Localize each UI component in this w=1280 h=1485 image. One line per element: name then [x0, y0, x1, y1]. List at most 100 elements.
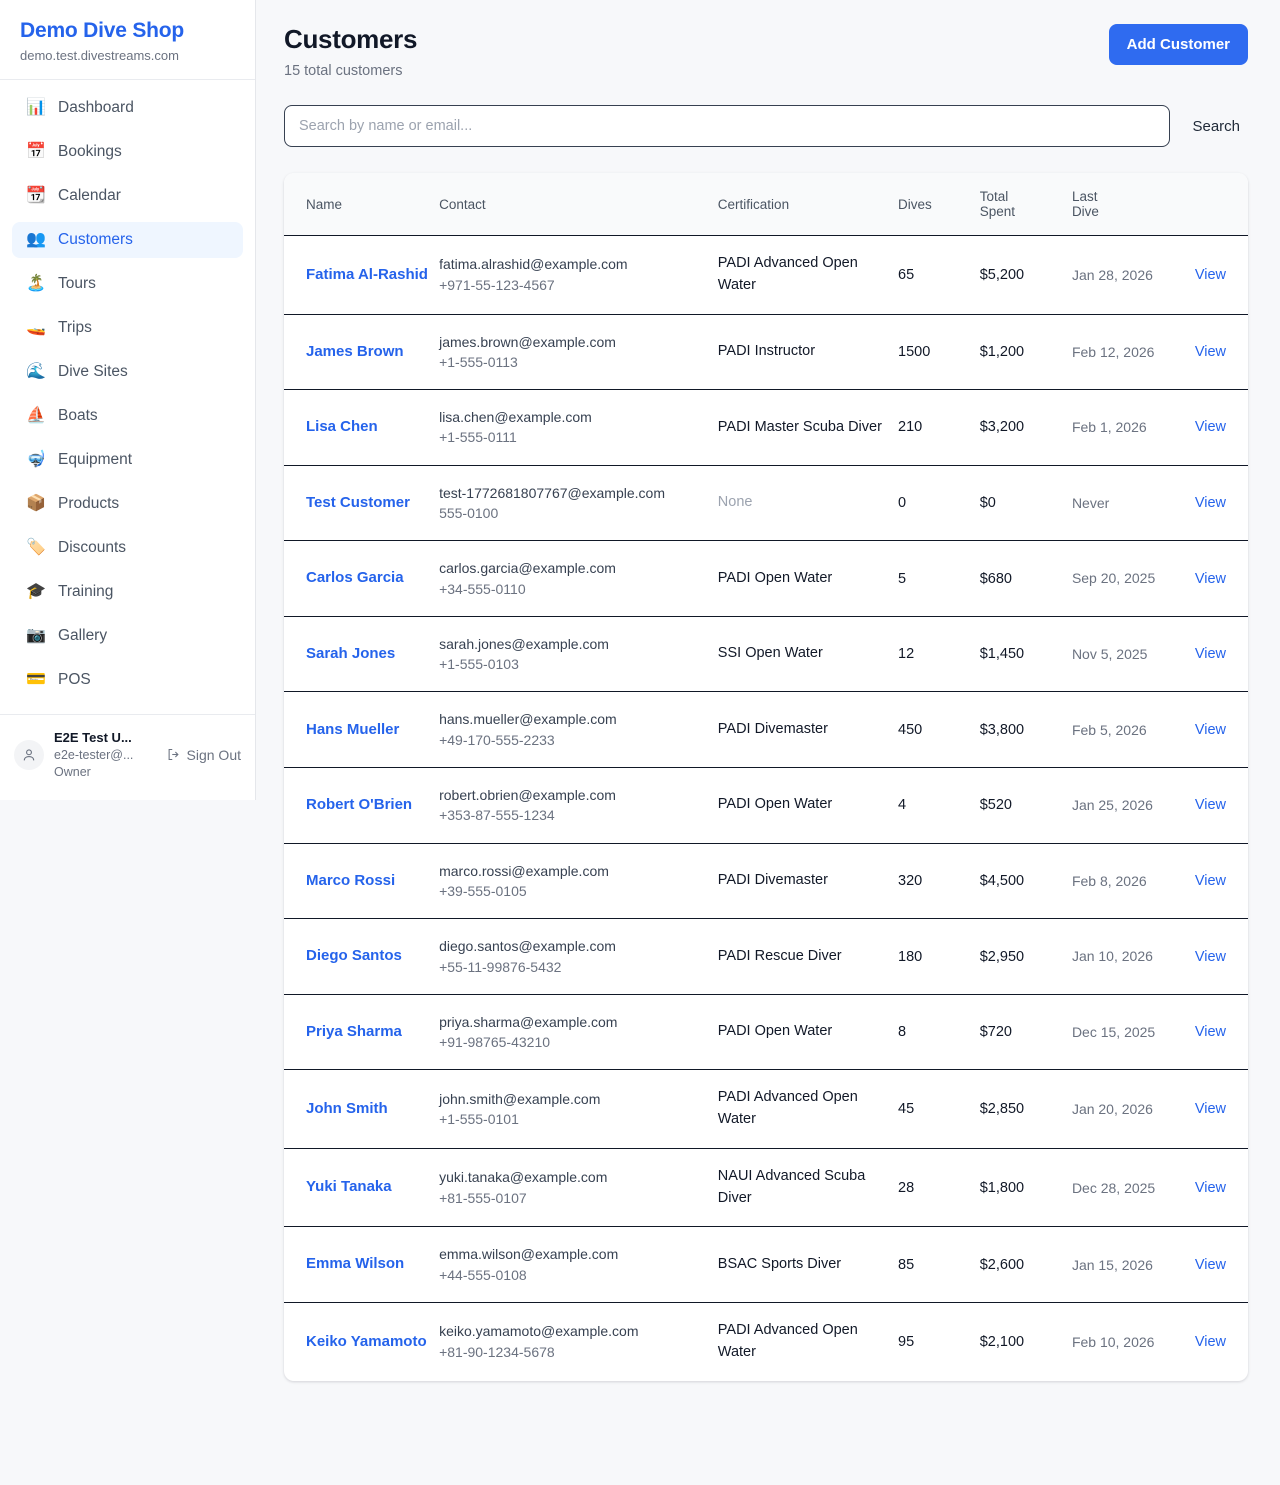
- view-link[interactable]: View: [1194, 797, 1226, 814]
- add-customer-button[interactable]: Add Customer: [1108, 24, 1248, 65]
- view-link[interactable]: View: [1194, 570, 1226, 587]
- customer-phone: +39-555-0105: [439, 882, 527, 899]
- customer-name-link[interactable]: Carlos Garcia: [306, 569, 404, 587]
- user-role: Owner: [54, 764, 91, 779]
- table-row: Keiko Yamamoto keiko.yamamoto@example.com…: [284, 1303, 1248, 1381]
- customer-name-link[interactable]: Yuki Tanaka: [306, 1178, 392, 1196]
- view-link[interactable]: View: [1194, 266, 1226, 283]
- brand-block: Demo Dive Shop demo.test.divestreams.com: [0, 0, 255, 81]
- table-body: Fatima Al-Rashid fatima.alrashid@example.…: [284, 235, 1248, 1381]
- view-link[interactable]: View: [1194, 419, 1226, 436]
- customer-name-link[interactable]: Test Customer: [306, 493, 410, 511]
- column-header-dives: Dives: [898, 173, 980, 236]
- customer-name-link[interactable]: Priya Sharma: [306, 1022, 402, 1040]
- customer-name-link[interactable]: Sarah Jones: [306, 644, 396, 662]
- view-link[interactable]: View: [1194, 721, 1226, 738]
- wave-icon: 🌊: [26, 363, 46, 381]
- sidebar-item-equipment[interactable]: 🤿 Equipment: [12, 442, 243, 478]
- sidebar-item-label: Trips: [58, 319, 92, 337]
- view-link[interactable]: View: [1194, 1101, 1226, 1118]
- sidebar-item-trips[interactable]: 🚤 Trips: [12, 310, 243, 346]
- cell-actions: View: [1168, 465, 1248, 542]
- table-row: Yuki Tanaka yuki.tanaka@example.com +81-55…: [284, 1148, 1248, 1228]
- cell-actions: View: [1168, 235, 1248, 315]
- customer-name-link[interactable]: Robert O'Brien: [306, 796, 413, 814]
- sidebar-item-label: Bookings: [58, 143, 122, 161]
- certification-value: PADI Master Scuba Diver: [717, 418, 882, 435]
- customer-email: yuki.tanaka@example.com: [439, 1169, 608, 1186]
- sidebar-item-dashboard[interactable]: 📊 Dashboard: [12, 90, 243, 126]
- customer-name-link[interactable]: James Brown: [306, 342, 404, 360]
- sidebar-item-pos[interactable]: 💳 POS: [12, 662, 243, 698]
- customer-name-link[interactable]: Hans Mueller: [306, 720, 400, 738]
- customer-phone: +81-555-0107: [439, 1189, 527, 1206]
- table-row: John Smith john.smith@example.com +1-555-0…: [284, 1069, 1248, 1149]
- speedboat-icon: 🚤: [26, 319, 46, 337]
- customer-email: carlos.garcia@example.com: [439, 560, 616, 577]
- sidebar-item-products[interactable]: 📦 Products: [12, 486, 243, 522]
- sidebar-item-calendar[interactable]: 📆 Calendar: [12, 178, 243, 214]
- search-input[interactable]: [284, 105, 1171, 147]
- cell-total-spent: $680: [979, 540, 1072, 617]
- sign-out-icon: [168, 749, 179, 761]
- view-link[interactable]: View: [1194, 1256, 1226, 1273]
- last-dive-value: Feb 8, 2026: [1071, 872, 1147, 889]
- cell-name: Lisa Chen: [284, 389, 440, 466]
- view-link[interactable]: View: [1194, 872, 1226, 889]
- customer-email: lisa.chen@example.com: [439, 409, 592, 426]
- certification-value: PADI Instructor: [717, 342, 816, 359]
- column-header-last-dive: Last Dive: [1071, 173, 1169, 236]
- sidebar-item-gallery[interactable]: 📷 Gallery: [12, 618, 243, 654]
- cell-name: Diego Santos: [284, 918, 440, 995]
- customer-name-link[interactable]: Keiko Yamamoto: [306, 1332, 427, 1350]
- cell-total-spent: $0: [979, 465, 1072, 542]
- view-link[interactable]: View: [1194, 1179, 1226, 1196]
- customers-table: Name Contact Certification Dives Total S…: [284, 173, 1248, 1381]
- customer-name-link[interactable]: Marco Rossi: [306, 871, 396, 889]
- customer-email: priya.sharma@example.com: [439, 1013, 618, 1030]
- view-link[interactable]: View: [1194, 494, 1226, 511]
- customer-phone: +34-555-0110: [439, 580, 526, 597]
- cell-contact: sarah.jones@example.com +1-555-0103: [439, 616, 718, 693]
- sign-out-button[interactable]: Sign Out: [166, 747, 241, 763]
- user-icon: [23, 749, 35, 761]
- customer-email: keiko.yamamoto@example.com: [439, 1323, 639, 1340]
- view-link[interactable]: View: [1194, 343, 1226, 360]
- customer-name-link[interactable]: John Smith: [306, 1099, 388, 1117]
- page-title: Customers: [284, 24, 418, 54]
- customer-name-link[interactable]: Diego Santos: [306, 947, 402, 965]
- cell-contact: robert.obrien@example.com +353-87-555-123…: [439, 767, 718, 844]
- cell-actions: View: [1168, 540, 1248, 617]
- view-link[interactable]: View: [1194, 1024, 1226, 1041]
- last-dive-value: Feb 10, 2026: [1071, 1333, 1155, 1350]
- view-link[interactable]: View: [1194, 1333, 1226, 1350]
- diving-mask-icon: 🤿: [26, 451, 46, 469]
- table-row: Carlos Garcia carlos.garcia@example.com +3…: [284, 540, 1248, 617]
- view-link[interactable]: View: [1194, 646, 1226, 663]
- sidebar-item-tours[interactable]: 🏝️ Tours: [12, 266, 243, 302]
- sidebar-item-training[interactable]: 🎓 Training: [12, 574, 243, 610]
- cell-last-dive: Feb 10, 2026: [1072, 1303, 1168, 1381]
- sidebar-item-bookings[interactable]: 📅 Bookings: [12, 134, 243, 170]
- customer-count: 15 total customers: [284, 63, 403, 79]
- sidebar-item-boats[interactable]: ⛵ Boats: [12, 398, 243, 434]
- camera-icon: 📷: [26, 627, 46, 645]
- package-icon: 📦: [26, 495, 46, 513]
- cell-contact: yuki.tanaka@example.com +81-555-0107: [439, 1148, 718, 1228]
- cell-actions: View: [1168, 314, 1248, 391]
- table-row: Fatima Al-Rashid fatima.alrashid@example.…: [284, 235, 1248, 315]
- customer-name-link[interactable]: Fatima Al-Rashid: [306, 265, 428, 283]
- sidebar-item-label: Equipment: [58, 451, 133, 469]
- cell-actions: View: [1168, 616, 1248, 693]
- view-link[interactable]: View: [1194, 948, 1226, 965]
- search-button[interactable]: Search: [1184, 112, 1248, 141]
- sidebar-item-discounts[interactable]: 🏷️ Discounts: [12, 530, 243, 566]
- customer-name-link[interactable]: Lisa Chen: [306, 418, 378, 436]
- sidebar-item-customers[interactable]: 👥 Customers: [12, 222, 243, 259]
- customer-email: james.brown@example.com: [439, 333, 616, 350]
- customer-name-link[interactable]: Emma Wilson: [306, 1255, 405, 1273]
- cell-dives: 180: [898, 918, 980, 995]
- certification-value: None: [717, 494, 753, 511]
- sidebar-item-dive-sites[interactable]: 🌊 Dive Sites: [12, 354, 243, 390]
- cell-name: Test Customer: [284, 465, 440, 542]
